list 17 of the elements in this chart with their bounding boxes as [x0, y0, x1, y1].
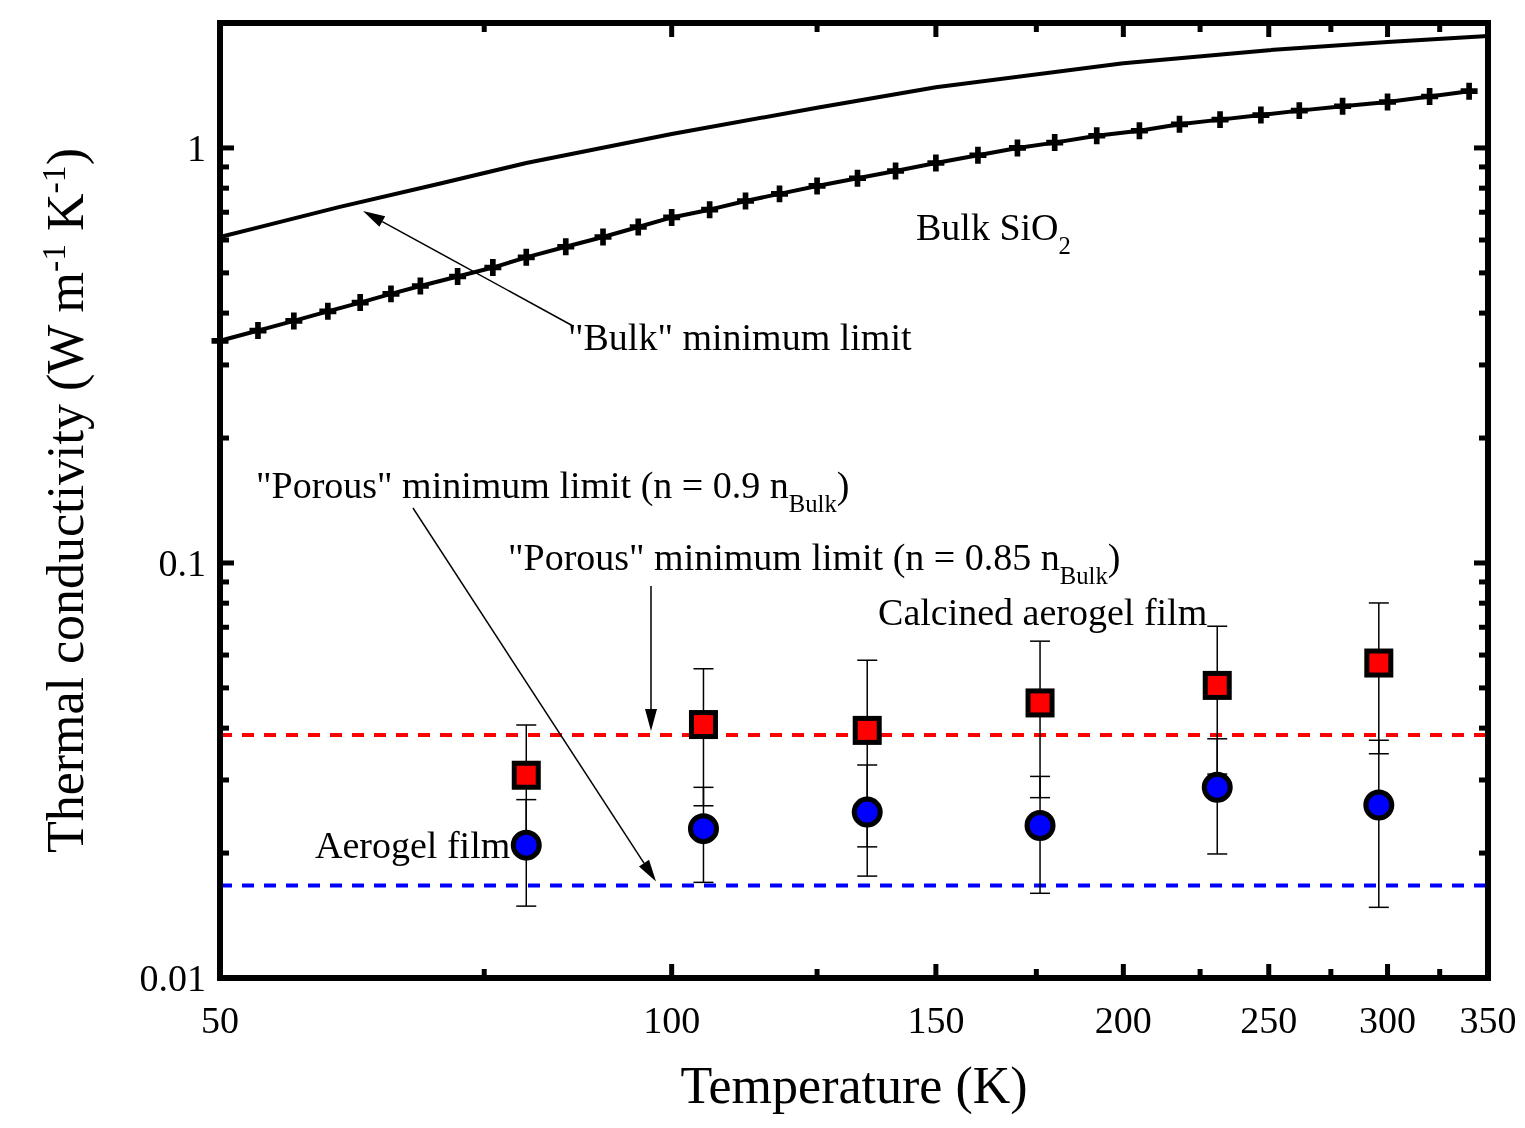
y-tick-label: 0.01 [139, 957, 206, 999]
y-tick-label: 0.1 [158, 541, 206, 584]
x-axis-title: Temperature (K) [680, 1057, 1028, 1115]
series-label: Aerogel film [315, 824, 511, 867]
annotation: "Porous" minimum limit (n = 0.9 n$_{Bulk}$) [256, 464, 850, 517]
annotation: "Porous" minimum limit (n = 0.85 n$_{Bulk}$) [508, 536, 1121, 589]
x-tick-label: 300 [1359, 999, 1417, 1041]
x-tick-label: 50 [201, 999, 239, 1041]
x-tick-label: 100 [643, 999, 701, 1041]
x-tick-label: 250 [1240, 999, 1298, 1041]
y-tick-label: 1 [187, 126, 206, 169]
x-tick-label: 200 [1094, 999, 1152, 1041]
x-tick-label: 350 [1459, 999, 1517, 1041]
series-label: Calcined aerogel film [878, 591, 1208, 634]
series-label: Bulk SiO$_{2}$ [916, 206, 1071, 259]
x-tick-label: 150 [907, 999, 965, 1041]
text: "Bulk" minimum limit [568, 316, 912, 358]
